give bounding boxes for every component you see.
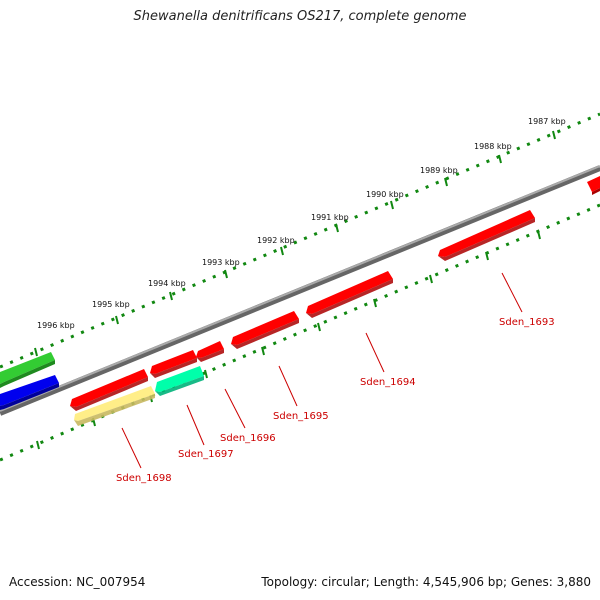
tick-label: 1989 kbp xyxy=(420,166,458,175)
tick-label: 1993 kbp xyxy=(202,258,240,267)
genome-summary-text: Topology: circular; Length: 4,545,906 bp… xyxy=(261,575,591,589)
gene-label: Sden_1695 xyxy=(273,411,329,422)
accession-text: Accession: NC_007954 xyxy=(9,575,146,589)
map-title: Shewanella denitrificans OS217, complete… xyxy=(133,9,467,24)
tick-label: 1996 kbp xyxy=(37,321,75,330)
tick-label: 1992 kbp xyxy=(257,236,295,245)
gene-edge-fragment xyxy=(587,176,600,195)
genome-backbone-highlight xyxy=(0,165,600,412)
gene-labels: Sden_1693 Sden_1694 Sden_1695 Sden_1696 … xyxy=(116,317,555,484)
tick-label: 1990 kbp xyxy=(366,190,404,199)
gene-label: Sden_1697 xyxy=(178,449,234,460)
outer-gene-green xyxy=(0,352,55,388)
tick-labels: 1987 kbp 1988 kbp 1989 kbp 1990 kbp 1991… xyxy=(37,117,566,330)
gene-arrow xyxy=(70,369,148,411)
gene-arrow xyxy=(231,311,299,349)
gene-label: Sden_1693 xyxy=(499,317,555,328)
tick-label: 1995 kbp xyxy=(92,300,130,309)
gene-label: Sden_1698 xyxy=(116,473,172,484)
tick-label: 1988 kbp xyxy=(474,142,512,151)
tick-label: 1994 kbp xyxy=(148,279,186,288)
gene-label: Sden_1694 xyxy=(360,377,416,388)
gene-leader-lines xyxy=(121,272,523,469)
gene-arrow xyxy=(306,271,393,318)
genome-backbone xyxy=(0,165,600,416)
outer-major-ticks xyxy=(34,130,556,357)
gene-label: Sden_1696 xyxy=(220,433,276,444)
tick-label: 1991 kbp xyxy=(311,213,349,222)
gene-arrow xyxy=(150,350,197,378)
outer-scale-dots xyxy=(0,112,600,369)
gene-arrow xyxy=(196,341,224,362)
gene-arrow xyxy=(155,366,204,396)
gene-arrow xyxy=(438,210,535,261)
gene-arrow xyxy=(74,386,155,426)
outer-gene-blue xyxy=(0,375,59,410)
tick-label: 1987 kbp xyxy=(528,117,566,126)
